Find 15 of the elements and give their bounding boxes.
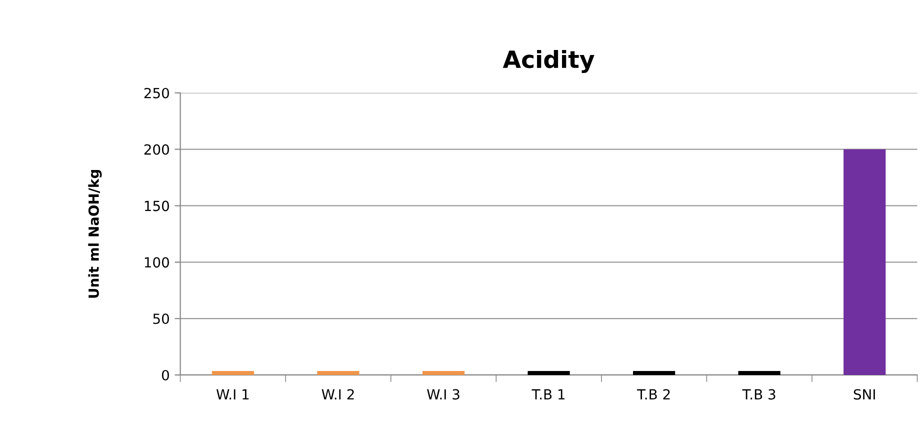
x-tick-label: W.I 3 (427, 389, 460, 400)
y-tick-label: 250 (144, 88, 169, 98)
y-axis-title: Unit ml NaOH/kg (88, 170, 102, 298)
x-tick-label: T.B 1 (532, 389, 565, 400)
y-tick-label: 50 (153, 314, 169, 324)
y-tick-label: 0 (162, 370, 169, 380)
x-tick-label: T.B 2 (637, 389, 670, 400)
y-tick-label: 200 (144, 144, 169, 155)
y-tick-label: 100 (144, 257, 169, 268)
x-tick-label: W.I 2 (322, 389, 354, 400)
chart-title: Acidity (502, 50, 594, 73)
x-tick-label: T.B 3 (742, 389, 776, 400)
x-tick-label: SNI (854, 389, 875, 400)
y-tick-label: 150 (144, 200, 169, 212)
x-tick-label: W.I 1 (216, 389, 249, 400)
